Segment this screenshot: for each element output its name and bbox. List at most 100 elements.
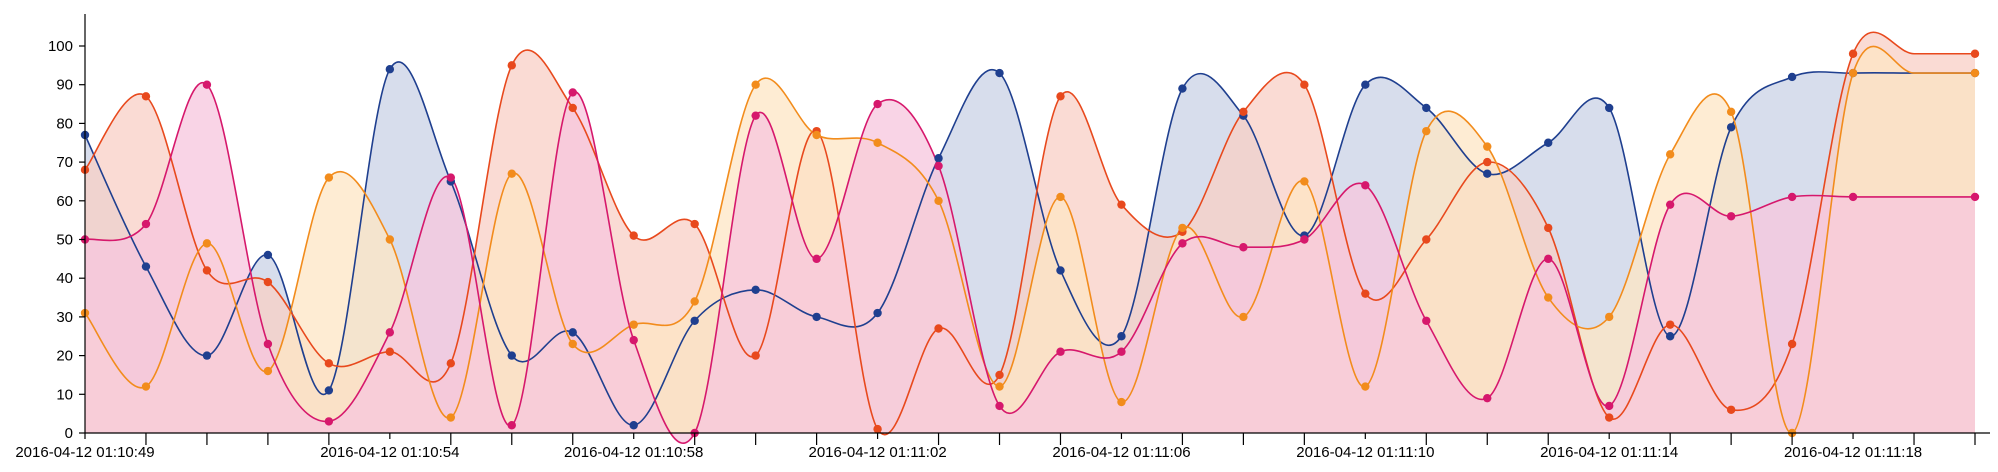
data-point-2-29 (1848, 68, 1858, 78)
data-point-0-27 (1726, 123, 1736, 132)
data-point-0-1 (141, 262, 151, 271)
data-point-3-4 (324, 417, 334, 426)
data-point-0-7 (507, 351, 516, 360)
data-point-3-14 (934, 161, 943, 171)
data-point-3-last (1970, 192, 1980, 202)
x-tick-label: 2016-04-12 01:11:10 (1296, 444, 1434, 461)
data-point-1-11 (751, 351, 760, 360)
data-point-3-11 (751, 111, 760, 120)
y-tick-label: 30 (56, 309, 73, 326)
y-tick-label: 50 (56, 232, 73, 249)
data-point-3-28 (1787, 192, 1797, 202)
data-point-2-2 (202, 239, 212, 248)
data-point-3-15 (995, 401, 1004, 411)
data-point-0-5 (385, 65, 395, 74)
data-point-1-16 (1056, 92, 1065, 101)
data-point-2-24 (1544, 293, 1553, 302)
data-point-3-7 (507, 421, 516, 430)
data-point-2-23 (1483, 142, 1492, 151)
data-point-0-26 (1665, 332, 1675, 341)
data-point-1-17 (1117, 200, 1126, 209)
data-point-2-19 (1239, 312, 1248, 322)
data-point-0-28 (1787, 72, 1797, 82)
data-point-0-17 (1117, 332, 1126, 341)
data-point-2-16 (1056, 192, 1065, 202)
data-point-2-9 (629, 320, 638, 329)
data-point-1-19 (1239, 107, 1248, 116)
data-point-3-2 (202, 80, 212, 89)
data-point-3-29 (1848, 192, 1858, 202)
data-point-1-6 (446, 359, 456, 368)
x-axis: 2016-04-12 01:10:49 2016-04-12 01:10:54 20… (15, 432, 1990, 461)
data-point-0-16 (1056, 266, 1065, 275)
y-tick-label: 70 (56, 154, 73, 171)
data-point-0-25 (1604, 103, 1614, 113)
series-line-3 (84, 81, 1975, 444)
data-point-1-8 (568, 103, 577, 113)
data-point-0-15 (995, 68, 1004, 78)
data-point-0-10 (690, 316, 699, 325)
data-point-2-14 (934, 196, 943, 205)
data-point-2-18 (1178, 223, 1187, 233)
y-tick-label: 80 (56, 115, 73, 132)
data-point-3-8 (568, 88, 577, 97)
data-point-1-9 (629, 231, 638, 240)
data-point-0-18 (1178, 84, 1187, 93)
data-point-1-7 (507, 61, 516, 70)
data-point-1-last (1970, 49, 1980, 58)
data-point-1-14 (934, 324, 943, 333)
data-point-1-23 (1483, 157, 1492, 167)
data-point-0-13 (873, 308, 882, 318)
data-point-3-18 (1178, 239, 1187, 248)
y-tick-label: 60 (56, 193, 73, 210)
x-tick-label: 2016-04-12 01:10:49 (15, 444, 154, 461)
data-point-2-20 (1300, 177, 1309, 186)
y-tick-label: 0 (65, 425, 73, 442)
series-points (80, 49, 1980, 438)
data-point-2-last (1970, 68, 1980, 78)
data-point-2-1 (141, 382, 151, 391)
y-tick-label: 40 (56, 270, 73, 287)
data-point-1-29 (1848, 49, 1858, 58)
data-point-2-15 (995, 382, 1004, 391)
data-point-1-25 (1604, 413, 1614, 422)
data-point-3-13 (873, 99, 882, 109)
data-point-3-1 (141, 219, 151, 229)
data-point-1-13 (873, 424, 882, 434)
data-point-1-5 (385, 347, 395, 356)
data-point-3-12 (812, 254, 821, 264)
series-areas (85, 32, 1975, 444)
data-point-2-21 (1361, 382, 1370, 391)
data-point-0-21 (1361, 80, 1370, 89)
x-tick-label: 2016-04-12 01:10:58 (564, 444, 703, 461)
x-tick-label: 2016-04-12 01:11:18 (1784, 444, 1922, 461)
data-point-2-6 (446, 413, 456, 422)
data-point-1-20 (1300, 80, 1309, 89)
data-point-0-14 (934, 154, 943, 163)
data-point-0-24 (1544, 138, 1553, 147)
y-tick-label: 90 (56, 77, 73, 94)
y-tick-label: 100 (48, 38, 73, 55)
data-point-1-27 (1726, 405, 1736, 414)
data-point-1-26 (1665, 320, 1675, 329)
x-tick-label: 2016-04-12 01:11:02 (808, 444, 946, 461)
series-line-1 (84, 31, 1975, 436)
data-point-1-24 (1544, 223, 1553, 233)
series-area-3 (85, 82, 1975, 444)
y-tick-label: 10 (56, 386, 73, 403)
y-axis: 0 10 20 30 40 50 60 70 80 90 100 (48, 14, 86, 442)
data-point-0-11 (751, 285, 760, 295)
data-point-2-13 (873, 138, 882, 147)
data-point-3-27 (1726, 212, 1736, 221)
data-point-1-3 (263, 277, 273, 287)
data-point-0-9 (629, 421, 638, 430)
data-point-3-21 (1361, 181, 1370, 190)
data-point-3-17 (1117, 347, 1126, 356)
data-point-3-3 (263, 339, 273, 349)
data-point-3-25 (1604, 401, 1614, 411)
data-point-1-1 (141, 92, 151, 101)
data-point-2-27 (1726, 107, 1736, 116)
data-point-1-10 (690, 219, 699, 229)
data-point-3-26 (1665, 200, 1675, 209)
data-point-2-22 (1422, 126, 1431, 136)
